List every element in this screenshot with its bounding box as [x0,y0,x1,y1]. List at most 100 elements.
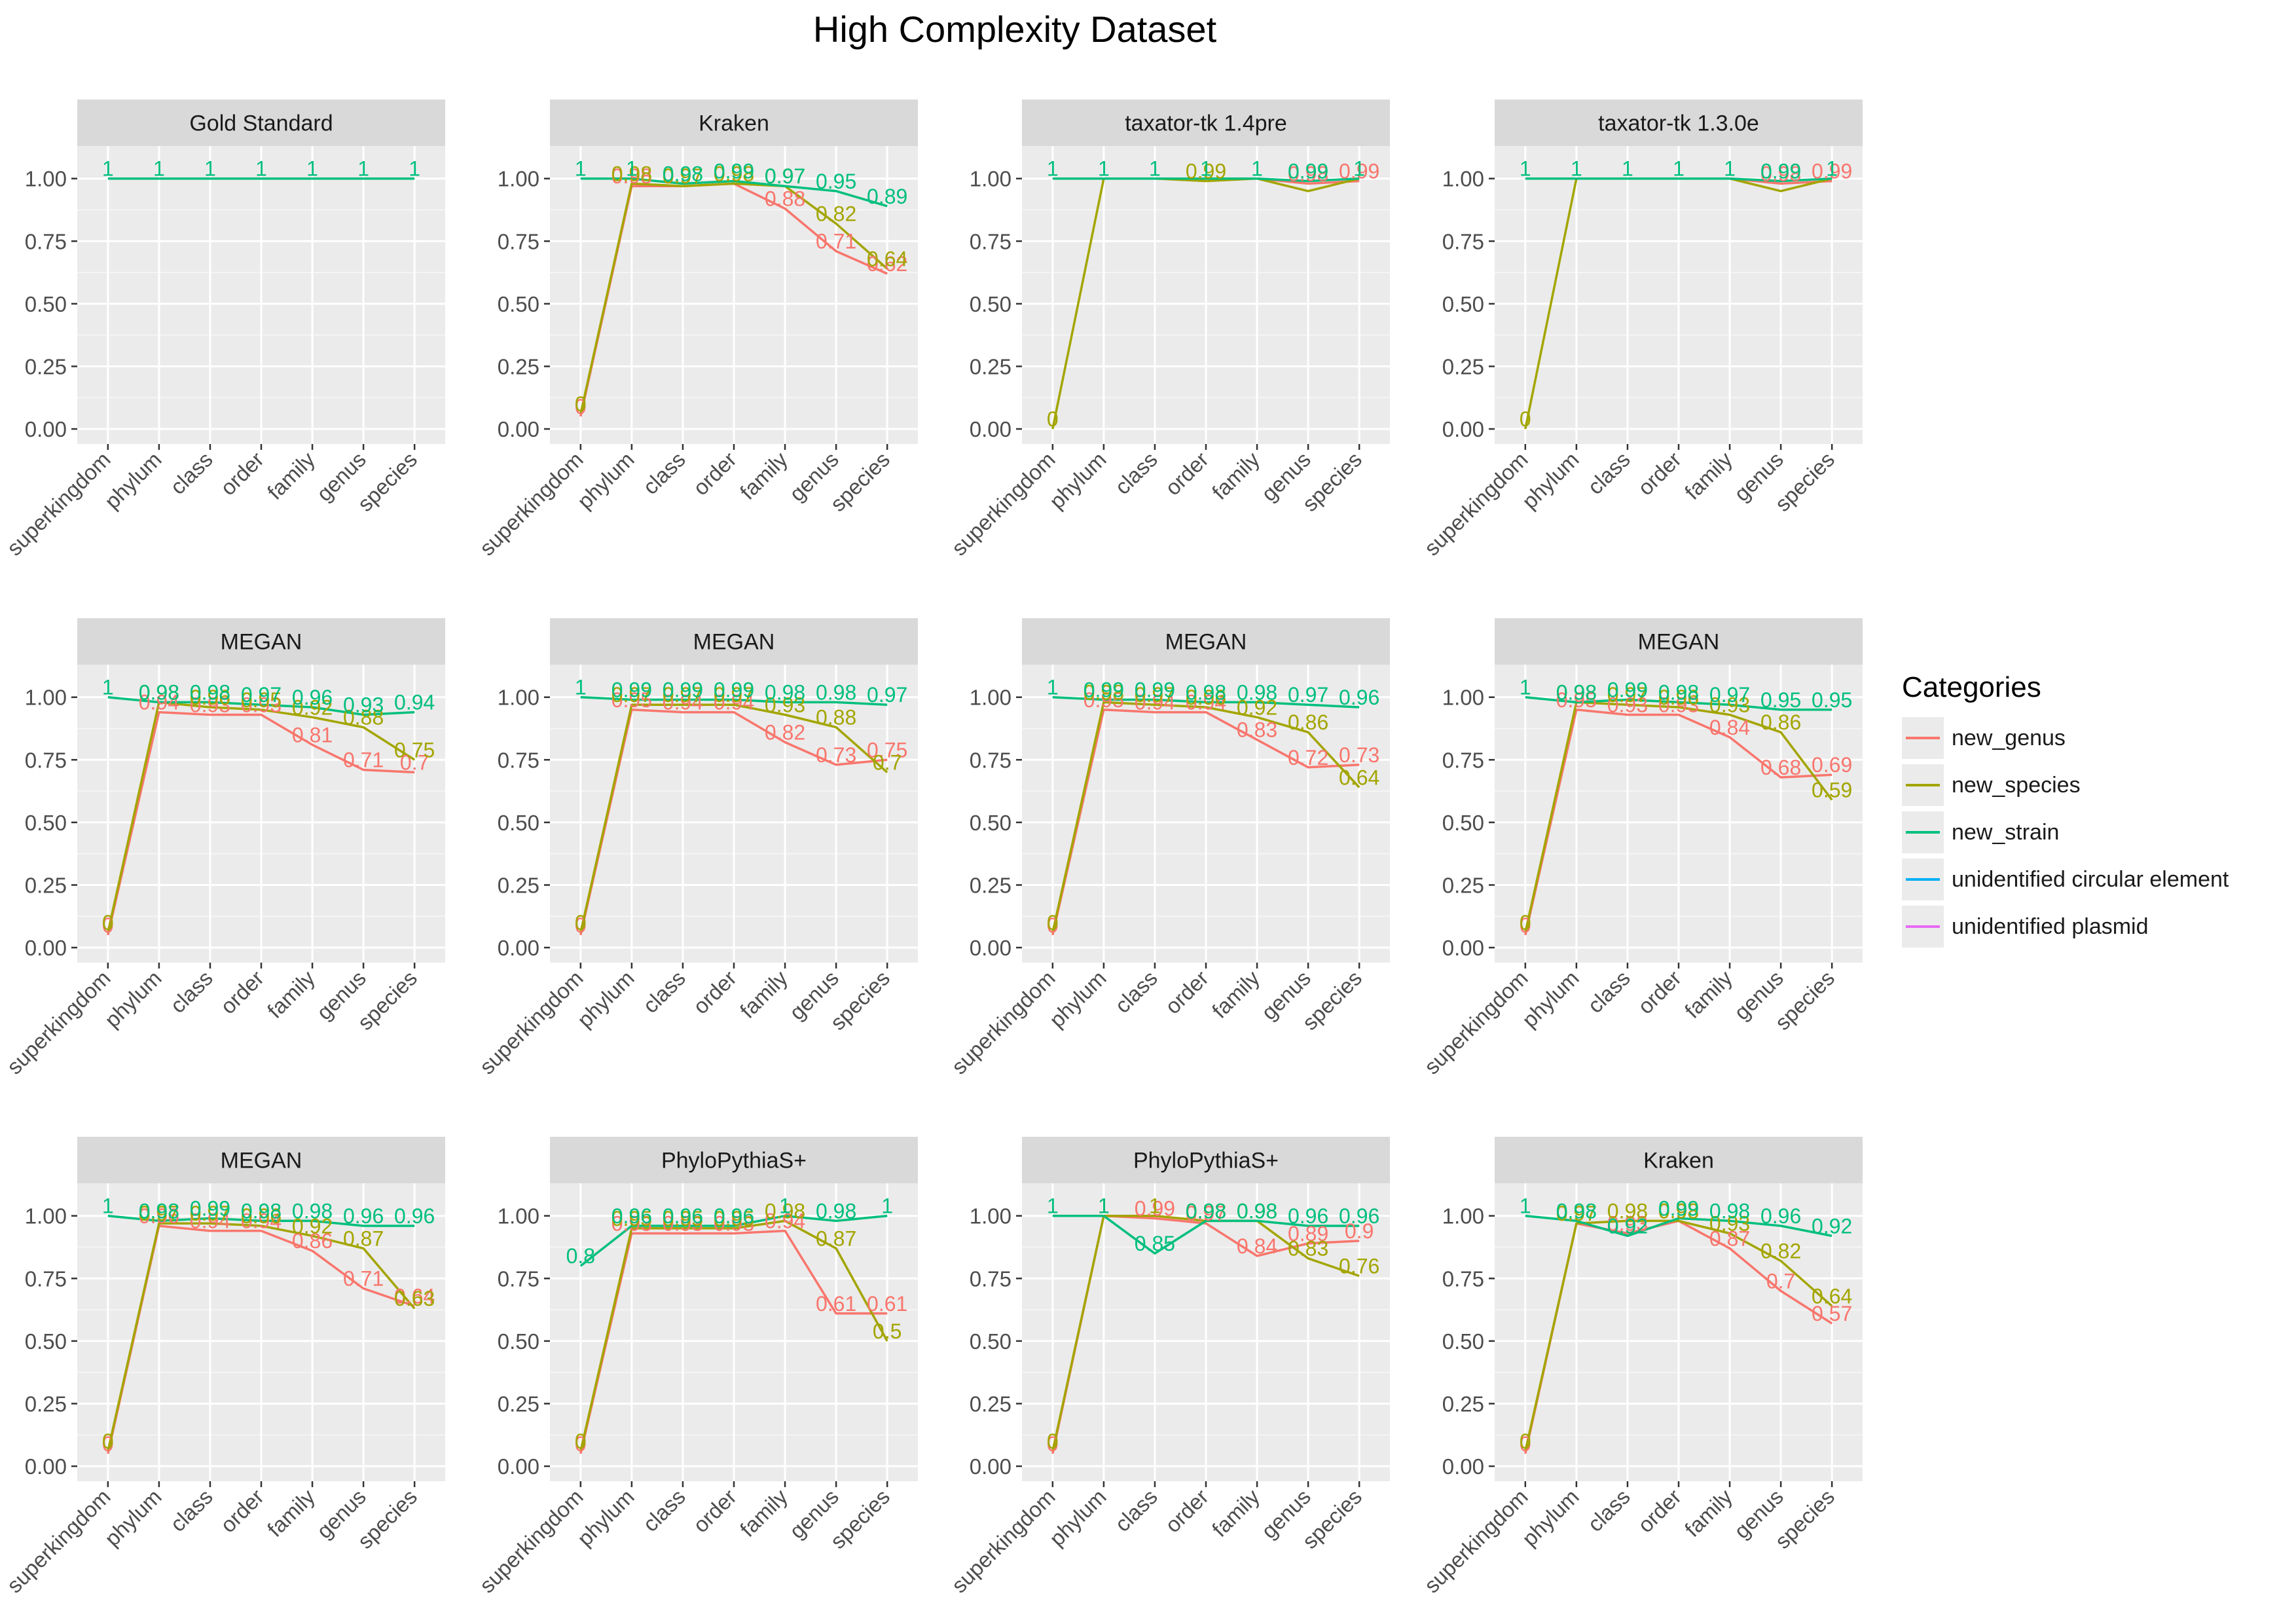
data-label: 0.89 [1288,1222,1328,1246]
data-label: 0.96 [714,1204,754,1228]
data-label: 0.88 [765,187,805,211]
x-tick-label: class [1110,1485,1162,1536]
series-line-new_species [579,703,888,933]
x-tick-label: superkingdom [2,447,115,561]
y-tick-label: 1.00 [1442,167,1484,191]
x-tick-label: class [638,447,690,499]
data-label: 0 [102,911,114,934]
facet-strip [77,618,445,665]
series-line-new_strain [1052,1214,1360,1255]
y-tick-label: 0.25 [1442,873,1484,897]
facet-strip [1022,1137,1390,1183]
x-tick-label: class [638,966,690,1018]
data-label: 0.92 [292,1214,333,1238]
data-label: 0.7 [1766,1269,1795,1293]
data-label: 0.98 [1658,1199,1699,1223]
data-label: 0.96 [1186,686,1226,709]
x-tick-label: class [1110,966,1162,1018]
data-label: 0.84 [1237,1234,1277,1258]
y-tick-label: 0.75 [970,748,1011,772]
series-line-new_strain [1525,177,1832,183]
data-label: 0.98 [1237,680,1277,704]
y-tick-label: 0.00 [1442,936,1484,960]
x-tick-label: phylum [1044,966,1110,1032]
data-label: 0.95 [611,688,652,712]
data-label: 1 [575,676,587,699]
y-tick-label: 0.50 [498,292,539,316]
data-label: 0.83 [1237,718,1277,742]
y-tick-label: 1.00 [498,686,539,710]
data-label: 1 [1520,1194,1531,1218]
facet-title: Kraken [699,111,769,136]
facet-title: MEGAN [221,630,302,655]
x-tick-label: superkingdom [1419,1485,1533,1598]
legend-key [1902,811,1944,853]
data-label: 0.97 [867,683,907,707]
data-label: 1 [204,157,216,181]
y-tick-label: 0.75 [970,229,1011,253]
data-label: 0.62 [867,252,907,276]
facet-panel: MEGAN 0.00 0.25 0.50 0.75 1.00 superkingdomphy… [2,618,445,1079]
data-label: 0.99 [1288,160,1328,183]
data-label: 0.88 [816,706,856,729]
data-label: 0.86 [292,1229,333,1253]
y-tick-label: 0.75 [970,1266,1011,1291]
y-tick-label: 0.75 [25,1266,67,1291]
facet-panel: MEGAN 0.00 0.25 0.50 0.75 1.00 superkingdomphy… [947,618,1390,1079]
data-label: 0 [575,1430,587,1453]
data-label: 1 [1520,676,1531,699]
data-label: 0 [1047,1432,1059,1456]
data-label: 0.93 [343,693,384,716]
x-tick-label: class [1583,1485,1635,1536]
data-label: 0.73 [1339,743,1379,767]
data-label: 0.63 [394,1287,435,1310]
x-tick-label: class [166,447,217,499]
y-tick-label: 0.75 [498,229,539,253]
data-label: 0.87 [1709,1227,1750,1250]
series-line-new_strain [1052,177,1360,183]
x-tick-label: class [1583,966,1635,1018]
x-tick-label: superkingdom [947,966,1060,1079]
y-tick-label: 0.50 [1442,811,1484,835]
series-line-new_strain [1052,695,1360,709]
data-label: 0.99 [1084,678,1124,702]
data-label: 1 [1098,157,1110,181]
data-label: 0.89 [867,185,907,208]
data-label: 0 [1047,913,1059,937]
facet-strip [1022,100,1390,146]
y-tick-label: 0.50 [25,1329,67,1354]
data-label: 0.94 [1186,691,1226,714]
legend-label: unidentified circular element [1952,866,2229,892]
data-label: 1 [1673,157,1685,181]
data-label: 0.93 [1658,693,1699,716]
x-tick-label: class [166,1485,217,1536]
x-tick-label: family [735,1484,792,1541]
data-label: 0.99 [1812,160,1852,183]
data-label: 1 [1098,1194,1110,1218]
data-label: 0 [575,1432,587,1456]
data-label: 0.99 [663,678,703,702]
data-label: 0.96 [1760,1204,1801,1228]
data-label: 0.95 [1760,688,1801,712]
y-tick-label: 0.25 [25,873,67,897]
series-line-new_genus [107,710,415,936]
data-label: 0.88 [343,706,384,729]
series-line-new_species [107,1222,416,1452]
data-label: 0.94 [394,691,435,714]
x-tick-label: phylum [1044,447,1110,513]
data-label: 0.82 [1760,1240,1801,1263]
facet-title: MEGAN [693,630,775,655]
data-label: 0.97 [663,164,703,188]
data-label: 0.96 [1288,1204,1328,1228]
series-line-new_species [1524,1219,1833,1452]
data-label: 0.59 [1812,778,1852,802]
data-label: 0 [1520,407,1531,431]
x-tick-label: order [688,966,741,1019]
y-tick-label: 0.25 [498,354,539,378]
series-line-new_species [579,1219,888,1452]
y-tick-label: 0.00 [498,1454,539,1479]
x-tick-label: family [735,447,792,504]
x-tick-label: family [1207,1484,1264,1541]
data-label: 0.98 [292,1199,333,1223]
facet-panel: MEGAN 0.00 0.25 0.50 0.75 1.00 superkingdomphy… [2,1137,445,1598]
